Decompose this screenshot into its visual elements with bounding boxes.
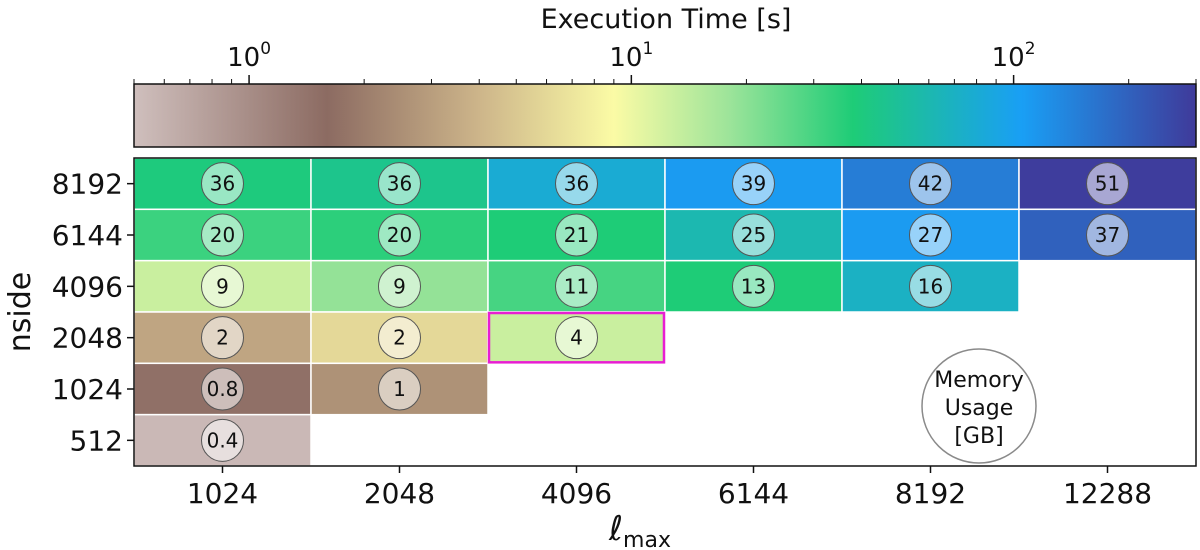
memory-bubble-label: 37 [1095,223,1120,247]
memory-bubble [555,264,598,308]
memory-bubble [732,213,775,257]
axes: 1024 2048 4096 6144 8192 12288512102420484096… [52,168,1152,510]
memory-bubble-label: 21 [564,223,589,247]
memory-bubble [378,367,421,411]
x-tick-label: 1024 [187,477,258,510]
memory-bubble [378,213,421,257]
memory-bubble [909,213,952,257]
y-tick-label: 6144 [52,219,123,252]
y-tick-label: 1024 [52,373,123,406]
plot-frame [133,157,1197,467]
y-tick-label: 512 [70,424,123,457]
memory-bubble-label: 4 [570,326,583,350]
memory-bubble-label: 36 [210,172,235,196]
colorbar-tick-base: 10 [992,43,1025,73]
memory-bubble [732,264,775,308]
memory-bubble-label: 20 [387,223,412,247]
memory-bubbles: 36 36 36 39 42 51 20 20 21 25 27 37 9 9 11 13 16 2 2 4 0.8 1 0… [201,162,1129,462]
y-axis-label: nside [3,272,38,352]
colorbar [133,83,1197,148]
memory-bubble-label: 13 [741,274,766,298]
memory-bubble [555,213,598,257]
memory-bubble-label: 51 [1095,172,1120,196]
colorbar-tick-exponent: 2 [1025,39,1036,59]
colorbar-tick-exponent: 1 [642,39,653,59]
memory-bubble-label: 9 [393,274,406,298]
highlight-box [487,311,666,364]
x-tick-label: 12288 [1063,477,1152,510]
memory-bubble [378,264,421,308]
colorbar-label: Execution Time [s] [541,4,792,35]
memory-bubble [909,162,952,206]
memory-bubble [201,418,244,462]
memory-bubble-label: 25 [741,223,766,247]
memory-bubble-label: 0.4 [207,428,239,452]
memory-bubble-label: 36 [387,172,412,196]
memory-bubble [201,264,244,308]
memory-bubble [201,213,244,257]
memory-bubble [1086,162,1129,206]
y-tick-label: 8192 [52,168,123,201]
x-axis-label-sub: max [623,528,671,550]
colorbar-tick-label: 102 [992,39,1036,73]
memory-bubble-label: 27 [918,223,943,247]
x-axis-label: ℓmax [608,509,671,550]
memory-bubble-label: 11 [564,274,589,298]
y-tick-label: 2048 [52,322,123,355]
colorbar-ticks: 100 101 102 [133,39,1197,84]
x-tick-label: 2048 [364,477,435,510]
memory-bubble-label: 20 [210,223,235,247]
y-tick-label: 4096 [52,270,123,303]
memory-bubble [1086,213,1129,257]
x-tick-label: 8192 [895,477,966,510]
memory-bubble-label: 39 [741,172,766,196]
memory-bubble [555,162,598,206]
colorbar-tick-exponent: 0 [260,39,271,59]
memory-bubble-label: 9 [216,274,229,298]
x-tick-label: 6144 [718,477,789,510]
memory-bubble-label: 1 [393,377,406,401]
colorbar-tick-label: 101 [609,39,653,73]
memory-bubble-label: 2 [393,326,406,350]
memory-bubble-label: 2 [216,326,229,350]
memory-bubble [378,162,421,206]
colorbar-tick-label: 100 [227,39,271,73]
legend-line-3: [GB] [954,424,1003,449]
colorbar-tick-base: 10 [609,43,642,73]
legend-line-2: Usage [945,396,1014,421]
memory-bubble-label: 16 [918,274,943,298]
legend-line-1: Memory [934,368,1023,393]
memory-bubble [201,162,244,206]
memory-legend: Memory Usage [GB] [921,348,1037,464]
memory-bubble-label: 36 [564,172,589,196]
memory-bubble [909,264,952,308]
memory-bubble [378,316,421,360]
memory-bubble [201,316,244,360]
x-axis-label-main: ℓ [608,509,623,549]
x-tick-label: 4096 [541,477,612,510]
memory-bubble [555,316,598,360]
legend-circle [921,348,1037,464]
memory-bubble-label: 42 [918,172,943,196]
memory-bubble [732,162,775,206]
memory-bubble-label: 0.8 [207,377,239,401]
colorbar-tick-base: 10 [227,43,260,73]
memory-bubble [201,367,244,411]
